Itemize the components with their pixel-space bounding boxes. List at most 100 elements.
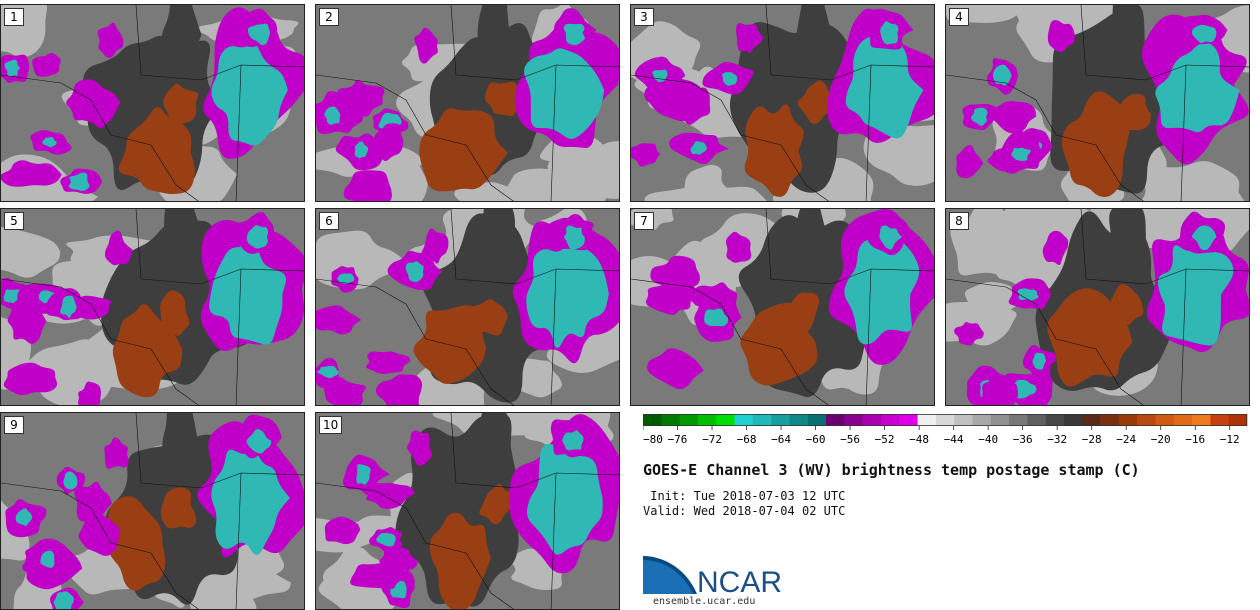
very-dry-region bbox=[429, 512, 491, 609]
convection-region bbox=[66, 79, 121, 123]
colorbar-swatch bbox=[862, 414, 882, 426]
convection-region bbox=[77, 381, 101, 405]
convection-region bbox=[337, 80, 385, 117]
colorbar-swatch bbox=[880, 414, 900, 426]
colorbar-swatch bbox=[935, 414, 955, 426]
colorbar-tick-label: −60 bbox=[806, 433, 826, 446]
logo-text: NCAR bbox=[697, 566, 782, 596]
colorbar-tick-label: −64 bbox=[771, 433, 791, 446]
colorbar-tick-label: −48 bbox=[909, 433, 929, 446]
cold-cloud-top bbox=[211, 449, 290, 555]
colorbar-tick-label: −56 bbox=[840, 433, 860, 446]
convection-region bbox=[32, 53, 61, 77]
panel-1[interactable]: 1 bbox=[0, 4, 305, 202]
convection-region bbox=[956, 144, 984, 179]
panel-3[interactable]: 3 bbox=[630, 4, 935, 202]
colorbar-tick-label: −80 bbox=[643, 433, 663, 446]
convection-region bbox=[414, 27, 438, 64]
panel-4[interactable]: 4 bbox=[945, 4, 1250, 202]
colorbar-swatch bbox=[844, 414, 863, 426]
colorbar-swatch bbox=[1100, 414, 1120, 426]
convection-region bbox=[3, 362, 58, 396]
dry-band bbox=[796, 209, 828, 285]
convection-region bbox=[647, 348, 704, 390]
colorbar-tick-label: −24 bbox=[1116, 433, 1136, 446]
panel-number-9: 9 bbox=[4, 416, 24, 434]
cold-cloud-top bbox=[722, 72, 738, 86]
cold-cloud-top bbox=[1157, 245, 1234, 346]
very-dry-region bbox=[160, 487, 197, 529]
dry-band bbox=[162, 413, 199, 503]
dry-band bbox=[160, 5, 202, 97]
moist-region bbox=[190, 565, 257, 609]
map-4 bbox=[946, 5, 1249, 201]
colorbar-swatch bbox=[752, 414, 772, 426]
ncar-logo: NCAR bbox=[643, 556, 782, 596]
panel-8[interactable]: 8 bbox=[945, 208, 1250, 406]
dry-band bbox=[475, 413, 512, 489]
map-2 bbox=[316, 5, 619, 201]
valid-line: Valid: Wed 2018-07-04 02 UTC bbox=[643, 504, 845, 518]
very-dry-region bbox=[118, 107, 195, 195]
convection-region bbox=[735, 23, 764, 53]
cold-cloud-top bbox=[63, 471, 78, 490]
panel-number-5: 5 bbox=[4, 212, 24, 230]
moist-region bbox=[498, 168, 609, 201]
colorbar-swatch bbox=[771, 414, 790, 426]
init-label: Init: bbox=[643, 489, 687, 503]
panel-9[interactable]: 9 bbox=[0, 412, 305, 610]
convection-region bbox=[104, 230, 133, 266]
panel-number-3: 3 bbox=[634, 8, 654, 26]
dry-band bbox=[164, 209, 203, 301]
panel-5[interactable]: 5 bbox=[0, 208, 305, 406]
cold-cloud-top bbox=[562, 430, 584, 451]
cold-cloud-top bbox=[376, 532, 396, 547]
map-7 bbox=[631, 209, 934, 405]
convection-region bbox=[650, 255, 700, 288]
colorbar: −80 −76 −72 −68 −64 −60 −56 −52 −48 −44 −40 −36 −32 −… bbox=[643, 414, 1248, 446]
moist-region bbox=[1012, 5, 1103, 30]
convection-region bbox=[375, 374, 423, 405]
very-dry-region bbox=[413, 305, 487, 384]
colorbar-tick-label: −40 bbox=[978, 433, 998, 446]
colorbar-tick-label: −12 bbox=[1220, 433, 1240, 446]
colorbar-tick-label: −20 bbox=[1151, 433, 1171, 446]
cold-cloud-top bbox=[246, 225, 269, 249]
panel-2[interactable]: 2 bbox=[315, 4, 620, 202]
colorbar-swatch bbox=[807, 414, 827, 426]
panel-number-8: 8 bbox=[949, 212, 969, 230]
cold-cloud-top bbox=[1011, 147, 1031, 161]
colorbar-swatch bbox=[1192, 414, 1211, 426]
dry-band bbox=[1109, 209, 1146, 299]
dry-band bbox=[477, 5, 514, 82]
cold-cloud-top bbox=[53, 591, 74, 609]
cold-cloud-top bbox=[704, 308, 729, 327]
cold-cloud-top bbox=[1032, 352, 1047, 370]
convection-region bbox=[374, 123, 404, 161]
map-1 bbox=[1, 5, 304, 201]
very-dry-region bbox=[484, 81, 521, 117]
cold-cloud-top bbox=[337, 273, 355, 285]
convection-region bbox=[421, 228, 449, 264]
moist-region bbox=[964, 282, 1026, 324]
panel-number-2: 2 bbox=[319, 8, 339, 26]
political-boundaries bbox=[316, 209, 619, 405]
panel-number-4: 4 bbox=[949, 8, 969, 26]
very-dry-region bbox=[163, 83, 199, 127]
political-boundaries bbox=[631, 209, 934, 405]
valid-value: Wed 2018-07-04 02 UTC bbox=[693, 504, 846, 518]
dry-band bbox=[1109, 5, 1146, 84]
panel-6[interactable]: 6 bbox=[315, 208, 620, 406]
colorbar-swatch bbox=[1137, 414, 1156, 426]
cold-cloud-top bbox=[42, 136, 57, 148]
colorbar-swatch bbox=[1027, 414, 1046, 426]
colorbar-swatch bbox=[1155, 414, 1175, 426]
panel-10[interactable]: 10 bbox=[315, 412, 620, 610]
panel-7[interactable]: 7 bbox=[630, 208, 935, 406]
map-3 bbox=[631, 5, 934, 201]
cold-cloud-top bbox=[405, 261, 424, 283]
convection-region bbox=[1047, 20, 1075, 53]
cold-cloud-top bbox=[40, 550, 55, 568]
cold-cloud-top bbox=[563, 23, 585, 46]
very-dry-region bbox=[419, 108, 508, 192]
